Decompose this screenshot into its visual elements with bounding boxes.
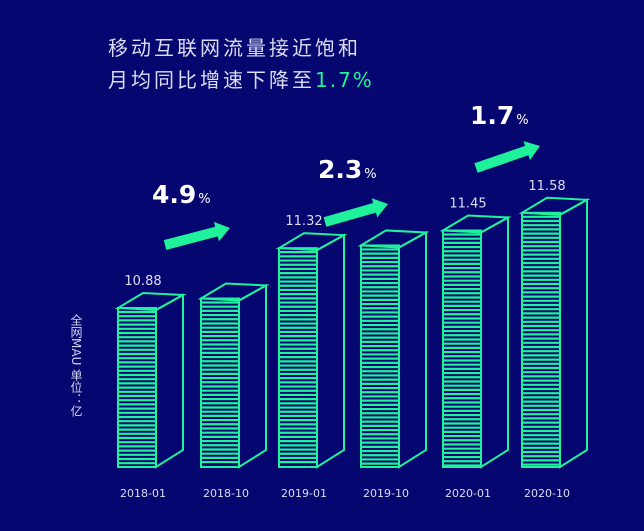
bar-2019-01 bbox=[275, 232, 348, 469]
y-axis-label: 全网MAU 单位：亿 bbox=[69, 314, 83, 418]
bar-front-face bbox=[360, 244, 400, 468]
growth-arrow-icon bbox=[163, 221, 230, 250]
growth-rate-label: 4.9% bbox=[152, 180, 211, 209]
x-tick-label: 2020-01 bbox=[445, 487, 491, 500]
title-prefix: 月均同比增速下降至 bbox=[108, 68, 315, 92]
value-label: 11.45 bbox=[449, 196, 486, 211]
x-tick-label: 2018-10 bbox=[203, 487, 249, 500]
bar-side-face bbox=[559, 198, 588, 469]
x-tick-label: 2020-10 bbox=[524, 487, 570, 500]
x-tick-label: 2018-01 bbox=[120, 487, 166, 500]
value-label: 10.88 bbox=[124, 274, 161, 289]
bar-front-face bbox=[521, 211, 561, 468]
chart-title-line2: 月均同比增速下降至1.7% bbox=[108, 64, 374, 93]
bar-side-face bbox=[238, 283, 267, 469]
growth-rate-label: 1.7% bbox=[470, 101, 529, 130]
bar-side-face bbox=[398, 230, 427, 469]
bar-2018-10 bbox=[197, 282, 270, 469]
growth-rate-label: 2.3% bbox=[318, 155, 377, 184]
growth-arrow-icon bbox=[323, 198, 388, 227]
value-label: 11.32 bbox=[285, 214, 322, 229]
title-highlight: 1.7% bbox=[315, 68, 374, 92]
bar-2020-10 bbox=[518, 196, 591, 469]
value-label: 11.58 bbox=[528, 179, 565, 194]
bar-side-face bbox=[480, 215, 509, 469]
bar-2018-01 bbox=[114, 291, 187, 469]
chart-title-line1: 移动互联网流量接近饱和 bbox=[108, 36, 361, 60]
x-tick-label: 2019-10 bbox=[363, 487, 409, 500]
bar-side-face bbox=[155, 293, 184, 469]
growth-arrow-icon bbox=[474, 141, 540, 173]
bar-side-face bbox=[316, 233, 345, 469]
bar-2020-01 bbox=[439, 214, 512, 469]
x-tick-label: 2019-01 bbox=[281, 487, 327, 500]
bar-2019-10 bbox=[357, 229, 430, 469]
